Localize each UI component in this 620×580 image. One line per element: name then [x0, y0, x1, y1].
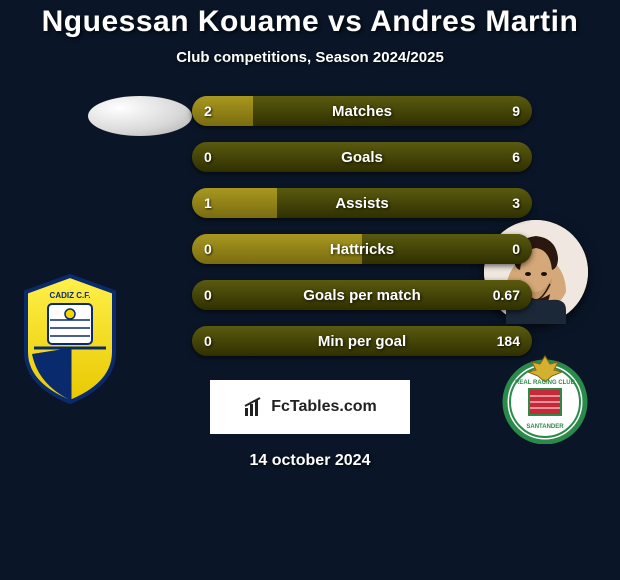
comparison-card: Nguessan Kouame vs Andres Martin Club co… — [0, 0, 620, 580]
player-avatar-left — [88, 96, 192, 136]
footer-date: 14 october 2024 — [250, 452, 371, 470]
stat-value-right: 0.67 — [493, 287, 520, 303]
svg-text:SANTANDER: SANTANDER — [526, 424, 564, 430]
stat-row: 1Assists3 — [192, 188, 532, 218]
stat-value-right: 9 — [512, 103, 520, 119]
brand-label: FcTables.com — [271, 398, 377, 416]
main-area: CADIZ C.F. — [0, 96, 620, 356]
stat-label: Goals per match — [192, 287, 532, 304]
page-subtitle: Club competitions, Season 2024/2025 — [176, 49, 444, 66]
stat-label: Assists — [192, 195, 532, 212]
stat-row: 2Matches9 — [192, 96, 532, 126]
page-title: Nguessan Kouame vs Andres Martin — [42, 5, 579, 39]
stat-label: Goals — [192, 149, 532, 166]
stat-row: 0Goals per match0.67 — [192, 280, 532, 310]
stats-column: 2Matches90Goals61Assists30Hattricks00Goa… — [192, 96, 532, 356]
stat-label: Min per goal — [192, 333, 532, 350]
stat-row: 0Goals6 — [192, 142, 532, 172]
shield-icon: REAL RACING CLUB SANTANDER — [500, 354, 590, 444]
chart-icon — [243, 396, 265, 418]
stat-value-right: 184 — [497, 333, 520, 349]
shield-icon: CADIZ C.F. — [20, 274, 120, 404]
stat-value-right: 6 — [512, 149, 520, 165]
stat-row: 0Min per goal184 — [192, 326, 532, 356]
stat-value-right: 0 — [512, 241, 520, 257]
stat-value-right: 3 — [512, 195, 520, 211]
stat-row: 0Hattricks0 — [192, 234, 532, 264]
club-badge-right: REAL RACING CLUB SANTANDER — [500, 354, 590, 444]
brand-badge[interactable]: FcTables.com — [210, 380, 410, 434]
stat-label: Hattricks — [192, 241, 532, 258]
svg-text:REAL RACING CLUB: REAL RACING CLUB — [515, 380, 576, 386]
svg-text:CADIZ C.F.: CADIZ C.F. — [50, 291, 91, 300]
club-badge-left: CADIZ C.F. — [20, 274, 120, 404]
stat-label: Matches — [192, 103, 532, 120]
